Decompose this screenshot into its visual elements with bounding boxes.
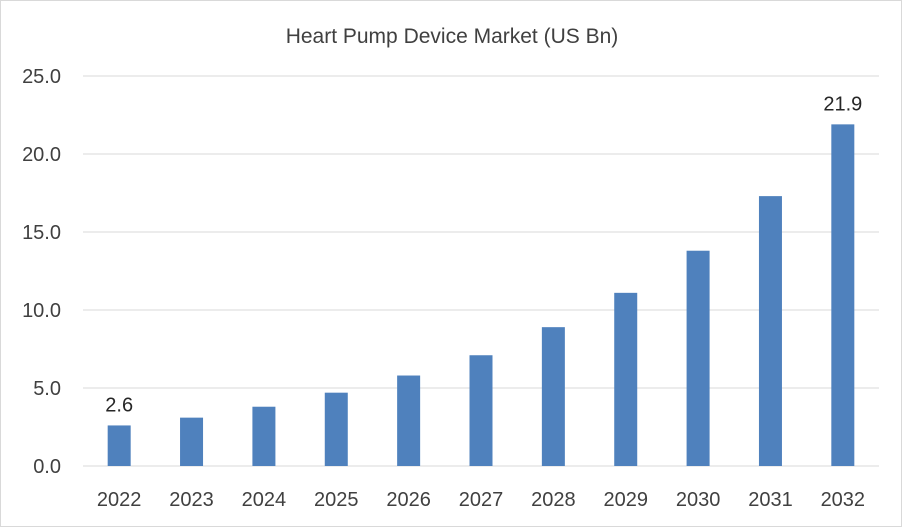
x-tick-label: 2027	[459, 489, 504, 511]
x-tick-label: 2023	[169, 489, 214, 511]
bar	[397, 375, 421, 466]
y-tick-label: 0.0	[33, 456, 61, 478]
bar	[831, 124, 855, 467]
gridlines	[83, 75, 879, 467]
y-tick-label: 10.0	[22, 300, 61, 322]
x-tick-label: 2028	[531, 489, 576, 511]
bar	[107, 425, 131, 466]
x-tick-label: 2031	[748, 489, 793, 511]
bars	[107, 124, 855, 467]
chart-title: Heart Pump Device Market (US Bn)	[286, 25, 619, 48]
bar	[614, 292, 638, 466]
x-tick-label: 2025	[314, 489, 359, 511]
y-axis-ticks: 0.0 5.0 10.0 15.0 20.0 25.0	[22, 66, 61, 478]
x-tick-label: 2029	[603, 489, 648, 511]
x-axis-ticks: 2022 2023 2024 2025 2026 2027 2028 2029 2030 2031…	[97, 489, 865, 511]
data-labels: 2.6 21.9	[105, 93, 862, 416]
x-tick-label: 2026	[386, 489, 431, 511]
y-tick-label: 5.0	[33, 378, 61, 400]
x-tick-label: 2030	[676, 489, 721, 511]
bar	[469, 355, 493, 466]
x-tick-label: 2032	[821, 489, 866, 511]
x-tick-label: 2022	[97, 489, 142, 511]
y-tick-label: 20.0	[22, 144, 61, 166]
data-label: 21.9	[823, 93, 862, 115]
y-tick-label: 25.0	[22, 66, 61, 88]
bar	[180, 417, 204, 466]
bar	[758, 196, 782, 466]
bar	[324, 392, 348, 466]
bar	[541, 327, 565, 466]
data-label: 2.6	[105, 394, 133, 416]
bar	[686, 250, 710, 466]
y-tick-label: 15.0	[22, 222, 61, 244]
x-tick-label: 2024	[242, 489, 287, 511]
bar	[252, 406, 276, 466]
